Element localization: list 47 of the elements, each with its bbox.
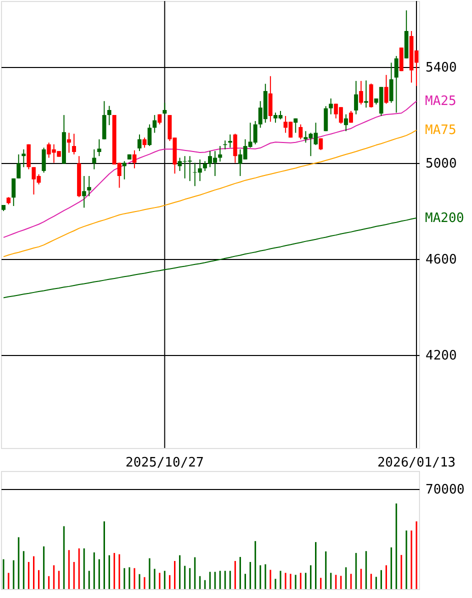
candlestick	[97, 138, 102, 157]
y-tick-label: 5400	[426, 60, 457, 76]
series-label: MA75	[425, 123, 456, 138]
candlestick	[22, 148, 26, 168]
candlestick	[202, 160, 207, 172]
candlestick	[218, 146, 222, 162]
candlestick	[87, 176, 92, 197]
candlestick	[324, 106, 328, 132]
candlestick	[132, 150, 136, 169]
y-tick-label: 70000	[426, 482, 465, 498]
candlestick	[364, 80, 368, 108]
candlestick	[148, 124, 152, 146]
candlestick	[72, 133, 76, 155]
x-tick-label: 2025/10/27	[126, 456, 204, 470]
candlestick	[42, 147, 46, 174]
candlestick	[389, 62, 394, 104]
candlestick	[369, 83, 374, 108]
candlestick	[298, 124, 303, 140]
series-label: MA25	[425, 94, 456, 110]
candlestick	[142, 137, 147, 148]
candlestick	[384, 74, 388, 104]
candlestick	[82, 176, 86, 208]
series-label: MA200	[425, 211, 464, 226]
candlestick	[268, 76, 272, 122]
candlestick	[399, 47, 404, 72]
y-tick-label: 5000	[426, 156, 457, 172]
candlestick	[344, 114, 348, 132]
candlestick	[152, 114, 157, 134]
candlestick	[328, 98, 333, 115]
candlestick	[137, 134, 142, 152]
y-tick-label: 4600	[426, 252, 457, 268]
candlestick	[394, 55, 398, 114]
candlestick	[354, 80, 358, 115]
line-series	[3, 130, 417, 258]
candlestick	[12, 178, 16, 207]
line-series	[3, 100, 417, 238]
candlestick	[16, 154, 21, 179]
candlestick	[359, 80, 364, 105]
candlestick	[92, 148, 96, 170]
y-tick-label: 4200	[426, 348, 457, 364]
candlestick	[26, 144, 31, 170]
x-tick-label: 2026/01/13	[377, 456, 456, 470]
candlestick	[162, 102, 167, 115]
candlestick	[294, 118, 298, 134]
candlestick	[107, 105, 112, 126]
candlestick	[233, 133, 238, 164]
line-series	[3, 218, 417, 298]
